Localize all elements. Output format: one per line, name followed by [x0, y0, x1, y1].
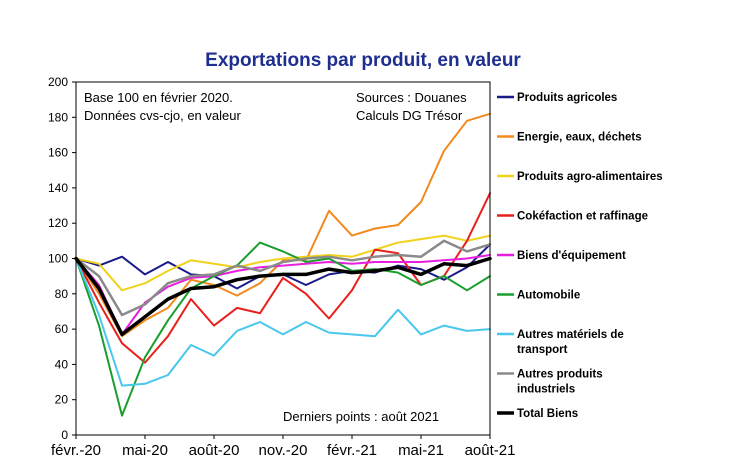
- x-axis: févr.-20 mai-20 août-20 nov.-20 févr.-21 mai-…: [51, 435, 515, 457]
- legend-label: Autres matériels de transport: [517, 329, 624, 356]
- legend-label: Produits agricoles: [517, 92, 617, 104]
- source-note-line1: Sources : Douanes: [356, 90, 467, 105]
- x-tick-label: mai-21: [398, 442, 444, 457]
- y-tick-label: 200: [48, 75, 68, 89]
- legend-label: Automobile: [517, 290, 580, 302]
- x-tick-label: févr.-20: [51, 442, 101, 457]
- y-tick-label: 60: [55, 322, 69, 336]
- y-tick-label: 40: [55, 357, 69, 371]
- series-line-3: [75, 192, 491, 364]
- y-tick-label: 80: [55, 287, 69, 301]
- legend-label: Total Biens: [517, 408, 578, 420]
- x-tick-label: nov.-20: [259, 442, 308, 457]
- legend-label: Produits agro-alimentaires: [517, 171, 663, 183]
- series-line-2: [75, 234, 491, 292]
- series-line-1: [75, 112, 491, 338]
- y-tick-label: 180: [48, 110, 68, 124]
- x-tick-label: août-21: [465, 442, 516, 457]
- legend-label: Energie, eaux, déchets: [517, 132, 642, 144]
- y-axis: 0 20 40 60 80 100 120 140 160 180 200: [48, 75, 76, 442]
- series-line-4: [75, 254, 491, 336]
- last-points-note: Derniers points : août 2021: [283, 409, 439, 424]
- legend-label: Autres produits industriels: [517, 369, 603, 396]
- y-tick-label: 0: [61, 428, 68, 442]
- chart-title: Exportations par produit, en valeur: [205, 50, 521, 71]
- base-note-line2: Données cvs-cjo, en valeur: [84, 108, 241, 123]
- series-line-6: [75, 257, 491, 387]
- legend-label: Biens d'équipement: [517, 250, 626, 262]
- y-tick-label: 140: [48, 181, 68, 195]
- y-tick-label: 20: [55, 393, 69, 407]
- legend-label: Cokéfaction et raffinage: [517, 211, 648, 223]
- x-tick-label: mai-20: [122, 442, 168, 457]
- source-note-line2: Calculs DG Trésor: [356, 108, 463, 123]
- plot-frame: [75, 81, 491, 436]
- series-line-5: [75, 241, 491, 417]
- series-line-7: [74, 239, 492, 317]
- series-line-8: [74, 256, 492, 337]
- y-tick-label: 100: [48, 252, 68, 266]
- series-layer: [74, 112, 492, 417]
- legend: Produits agricoles Energie, eaux, déchets…: [497, 92, 663, 420]
- x-tick-label: févr.-21: [327, 442, 377, 457]
- y-tick-label: 160: [48, 146, 68, 160]
- base-note-line1: Base 100 en février 2020.: [84, 90, 233, 105]
- x-tick-label: août-20: [189, 442, 240, 457]
- y-tick-label: 120: [48, 216, 68, 230]
